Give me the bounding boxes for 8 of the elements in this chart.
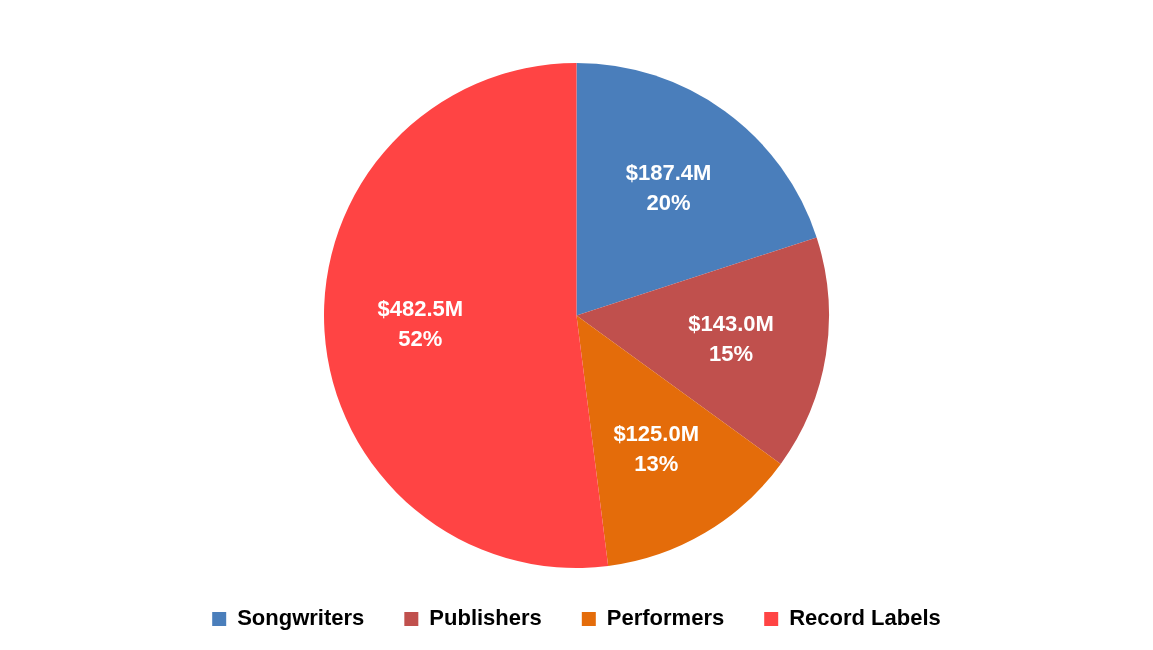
legend-label: Songwriters xyxy=(237,605,365,631)
legend-label: Publishers xyxy=(429,605,542,631)
data-label: $482.5M 52% xyxy=(377,296,464,352)
legend-label: Record Labels xyxy=(789,605,941,631)
data-label: $143.0M 15% xyxy=(688,311,774,367)
data-label: $125.0M 13% xyxy=(613,421,699,477)
data-label: $187.4M 20% xyxy=(625,159,712,215)
legend-label: Performers xyxy=(606,605,725,631)
